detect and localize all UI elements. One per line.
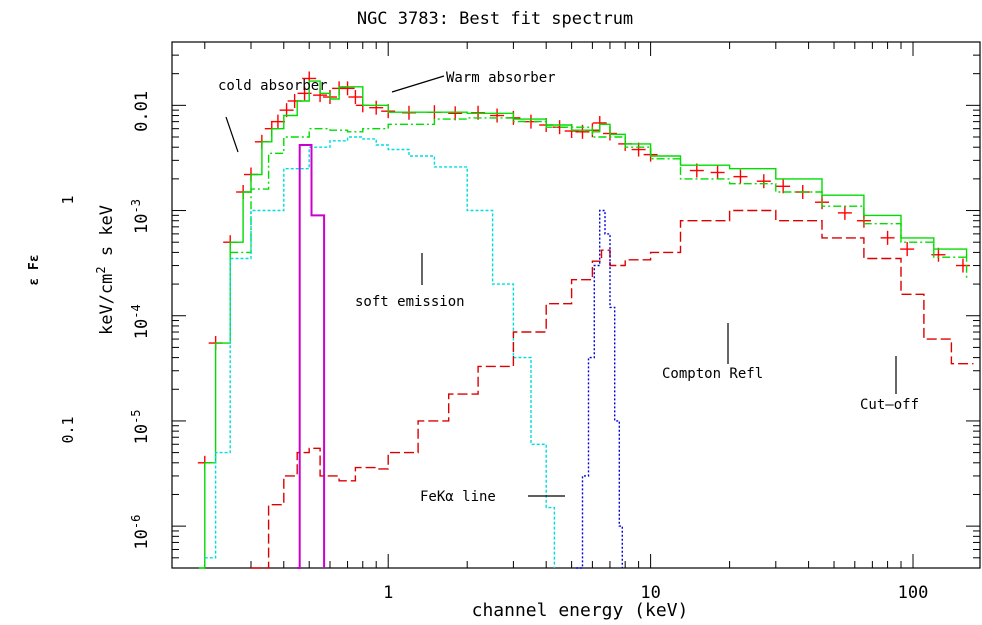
svg-text:10-5: 10-5	[129, 409, 152, 444]
svg-text:10-4: 10-4	[129, 304, 152, 339]
data-point	[880, 230, 895, 245]
annotation-cutoff: Cut—off	[860, 397, 919, 413]
right-axis-label: ε Fε	[27, 254, 42, 285]
svg-text:10-6: 10-6	[129, 515, 152, 550]
data-point	[955, 258, 970, 273]
data-point	[369, 100, 384, 115]
y-axis-label-main: keV/cm	[97, 274, 117, 335]
y-axis-label: keV/cm2 s keV	[94, 205, 117, 335]
data-point	[710, 165, 725, 180]
series-compton-reflection	[251, 209, 974, 569]
y-tick-labels: 0.01 10-3 10-4 10-5 10-6	[129, 91, 152, 550]
series-fe-ka-line	[576, 209, 623, 569]
svg-text:0.01: 0.01	[132, 91, 152, 132]
x-tick-label: 1	[383, 583, 393, 603]
series-soft-emission	[204, 136, 556, 568]
y-tick-label: 0.01	[132, 91, 152, 132]
x-tick-labels: 1 10 100	[383, 583, 928, 603]
data-points	[197, 71, 970, 470]
annotation-soft: soft emission	[355, 294, 465, 310]
y-tick-label: 10-5	[129, 409, 152, 444]
y-tick-label: 10-6	[129, 515, 152, 550]
annotation-warm: Warm absorber	[446, 70, 556, 86]
axis-ticks	[172, 41, 980, 569]
y-tick-label: 10-4	[129, 304, 152, 339]
data-point	[348, 90, 363, 105]
svg-text:keV/cm2 s keV: keV/cm2 s keV	[94, 205, 117, 335]
right-axis-tick-label: 1	[59, 195, 77, 204]
data-point	[756, 174, 771, 189]
data-point	[270, 114, 285, 129]
data-point	[900, 242, 915, 257]
annotation-cold-pointer	[225, 116, 239, 153]
y-tick-label: 10-3	[129, 199, 152, 234]
annotation-compton: Compton Refl	[662, 366, 763, 382]
data-point	[631, 142, 646, 157]
x-tick-label: 10	[640, 583, 660, 603]
y-axis-label-rest: s keV	[97, 205, 117, 266]
data-point	[837, 205, 852, 220]
series-cold-absorber-line	[297, 144, 326, 569]
series-layer	[197, 71, 974, 569]
x-axis-label: channel energy (keV)	[472, 600, 689, 621]
y-axis-label-sup: 2	[94, 266, 108, 273]
chart-title: NGC 3783: Best fit spectrum	[357, 9, 633, 29]
series-model-total	[198, 80, 968, 569]
series-model-continuum	[230, 117, 968, 280]
annotation-feka: FeKα line	[420, 489, 496, 505]
annotation-cold: cold absorber	[218, 78, 328, 94]
data-point	[448, 106, 463, 121]
data-point	[776, 179, 791, 194]
x-tick-label: 100	[898, 583, 929, 603]
data-point	[490, 108, 505, 123]
annotations: cold absorber Warm absorber soft emissio…	[218, 70, 919, 505]
svg-text:10-3: 10-3	[129, 199, 152, 234]
plot-frame	[171, 41, 981, 569]
data-point	[340, 81, 355, 96]
right-axis-tick-label: 0.1	[59, 416, 77, 443]
data-point	[733, 169, 748, 184]
annotation-warm-pointer	[391, 75, 445, 93]
